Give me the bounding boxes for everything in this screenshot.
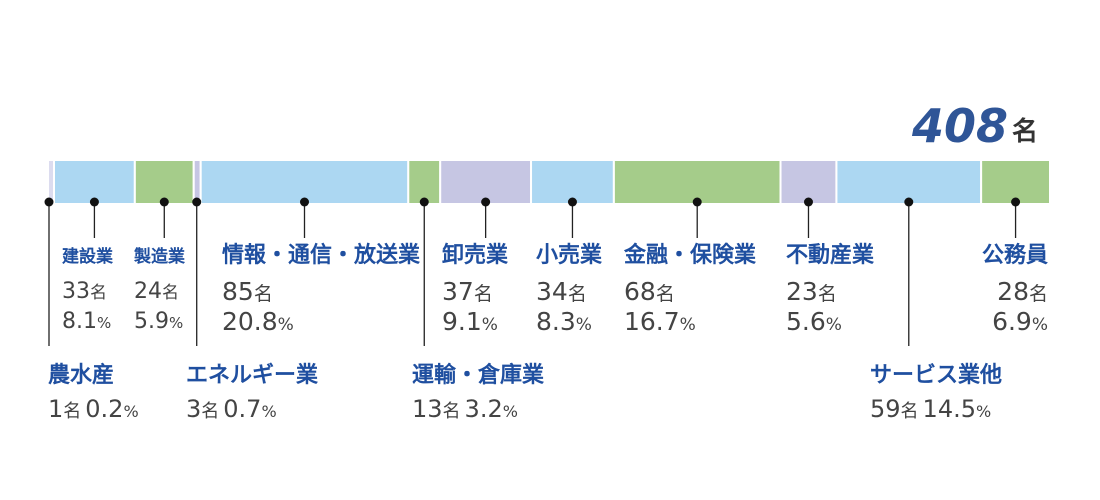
seg-3-name: エネルギー業	[186, 363, 319, 388]
segment-labels: 農水産 1名 0.2% 建設業 33名 8.1% 製造業 24名 5.9% エネルギー業 3名 0.7…	[48, 242, 1048, 423]
seg-2-marker	[159, 197, 169, 238]
seg-9-count: 23名	[786, 277, 837, 306]
seg-10-marker	[904, 197, 914, 346]
seg-2-name: 製造業	[133, 246, 185, 267]
seg-9-bar	[779, 159, 838, 205]
seg-5-name: 運輸・倉庫業	[412, 362, 545, 388]
seg-1-bar	[53, 159, 136, 205]
seg-1-count: 33名	[62, 279, 107, 304]
seg-1-marker	[89, 197, 99, 238]
seg-2-dot	[159, 197, 169, 207]
seg-4-marker	[299, 197, 309, 238]
seg-6-bar	[439, 159, 533, 205]
seg-4-dot	[299, 197, 309, 207]
seg-0-value: 1名 0.2%	[48, 395, 139, 423]
seg-10-label: サービス業他 59名 14.5%	[870, 363, 1002, 423]
seg-5-dot	[419, 197, 429, 207]
seg-4-percent: 20.8%	[222, 307, 294, 336]
total-label: 408 名	[911, 99, 1038, 153]
seg-9-name: 不動産業	[786, 242, 875, 268]
seg-2-count: 24名	[134, 279, 179, 304]
seg-3-value: 3名 0.7%	[186, 395, 277, 423]
seg-0-dot	[44, 197, 54, 207]
seg-9-percent: 5.6%	[786, 307, 842, 336]
seg-0-marker	[44, 197, 54, 346]
seg-8-bar	[612, 159, 782, 205]
seg-1-name: 建設業	[62, 246, 113, 267]
seg-11-marker	[1011, 197, 1021, 238]
seg-11-dot	[1011, 197, 1021, 207]
seg-8-dot	[692, 197, 702, 207]
seg-0-label: 農水産 1名 0.2%	[48, 362, 139, 423]
seg-11-bar	[980, 159, 1052, 205]
seg-4-name: 情報・通信・放送業	[222, 242, 421, 268]
seg-7-bar	[530, 159, 615, 205]
seg-7-marker	[567, 197, 577, 238]
seg-7-percent: 8.3%	[536, 307, 592, 336]
seg-5-label: 運輸・倉庫業 13名 3.2%	[412, 362, 545, 423]
seg-6-name: 卸売業	[442, 242, 509, 268]
seg-5-marker	[419, 197, 429, 346]
seg-0-name: 農水産	[48, 362, 114, 388]
seg-10-dot	[904, 197, 914, 207]
seg-2-label: 製造業 24名 5.9%	[133, 246, 185, 334]
seg-11-name: 公務員	[982, 242, 1048, 268]
seg-6-count: 37名	[442, 277, 493, 306]
leader-lines	[44, 197, 1021, 346]
seg-4-bar	[199, 159, 410, 205]
seg-2-percent: 5.9%	[134, 309, 183, 334]
seg-9-dot	[803, 197, 813, 207]
seg-2-bar	[133, 159, 195, 205]
seg-7-dot	[567, 197, 577, 207]
seg-7-count: 34名	[536, 277, 587, 306]
seg-9-marker	[803, 197, 813, 238]
seg-10-name: サービス業他	[870, 363, 1002, 388]
seg-11-percent: 6.9%	[992, 307, 1048, 336]
seg-3-bar	[192, 159, 202, 205]
seg-8-percent: 16.7%	[624, 307, 696, 336]
seg-8-count: 68名	[624, 277, 675, 306]
seg-4-count: 85名	[222, 277, 273, 306]
seg-7-name: 小売業	[536, 242, 603, 268]
seg-3-dot	[192, 197, 202, 207]
seg-1-label: 建設業 33名 8.1%	[62, 246, 113, 334]
seg-11-count: 28名	[997, 277, 1048, 306]
seg-10-value: 59名 14.5%	[870, 395, 991, 423]
seg-1-dot	[89, 197, 99, 207]
seg-6-marker	[481, 197, 491, 238]
seg-1-percent: 8.1%	[62, 309, 111, 334]
seg-8-marker	[692, 197, 702, 238]
seg-3-marker	[192, 197, 202, 346]
seg-5-value: 13名 3.2%	[412, 395, 518, 423]
seg-5-bar	[407, 159, 442, 205]
bar-segments	[47, 159, 1052, 205]
seg-10-bar	[835, 159, 983, 205]
seg-8-name: 金融・保険業	[623, 242, 757, 268]
seg-3-label: エネルギー業 3名 0.7%	[186, 363, 319, 423]
total-value: 408	[911, 99, 1008, 153]
seg-6-dot	[481, 197, 491, 207]
total-unit: 名	[1012, 116, 1038, 147]
seg-6-percent: 9.1%	[442, 307, 498, 336]
